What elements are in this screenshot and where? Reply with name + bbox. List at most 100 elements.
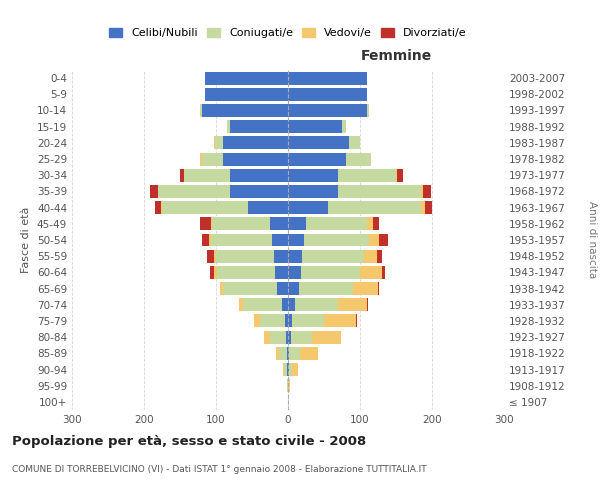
- Bar: [288, 330, 291, 344]
- Bar: [216, 250, 274, 262]
- Bar: [377, 250, 382, 262]
- Bar: [328, 201, 421, 214]
- Bar: [227, 120, 230, 133]
- Bar: [288, 104, 367, 117]
- Bar: [360, 266, 382, 279]
- Bar: [275, 266, 288, 279]
- Bar: [288, 185, 338, 198]
- Bar: [288, 379, 289, 392]
- Bar: [304, 234, 368, 246]
- Bar: [285, 314, 288, 328]
- Bar: [214, 266, 217, 279]
- Bar: [288, 282, 299, 295]
- Bar: [202, 152, 223, 166]
- Bar: [272, 234, 288, 246]
- Bar: [230, 169, 288, 181]
- Bar: [368, 234, 379, 246]
- Bar: [214, 250, 216, 262]
- Bar: [200, 104, 202, 117]
- Bar: [151, 185, 158, 198]
- Bar: [342, 120, 346, 133]
- Bar: [200, 218, 211, 230]
- Bar: [274, 250, 288, 262]
- Bar: [292, 314, 324, 328]
- Bar: [288, 298, 295, 311]
- Bar: [260, 314, 285, 328]
- Bar: [210, 266, 214, 279]
- Y-axis label: Fasce di età: Fasce di età: [22, 207, 31, 273]
- Bar: [338, 298, 367, 311]
- Legend: Celibi/Nubili, Coniugati/e, Vedovi/e, Divorziati/e: Celibi/Nubili, Coniugati/e, Vedovi/e, Di…: [109, 28, 467, 38]
- Bar: [287, 363, 288, 376]
- Bar: [215, 136, 223, 149]
- Bar: [202, 234, 209, 246]
- Bar: [212, 218, 270, 230]
- Bar: [270, 218, 288, 230]
- Bar: [155, 201, 161, 214]
- Bar: [205, 88, 288, 101]
- Bar: [287, 379, 288, 392]
- Bar: [397, 169, 403, 181]
- Bar: [180, 169, 184, 181]
- Bar: [367, 218, 373, 230]
- Bar: [248, 201, 288, 214]
- Bar: [424, 185, 431, 198]
- Bar: [162, 201, 248, 214]
- Bar: [382, 266, 385, 279]
- Bar: [288, 218, 306, 230]
- Bar: [288, 152, 346, 166]
- Bar: [346, 152, 371, 166]
- Bar: [353, 282, 378, 295]
- Bar: [292, 363, 298, 376]
- Bar: [338, 169, 396, 181]
- Bar: [288, 250, 302, 262]
- Bar: [284, 363, 287, 376]
- Bar: [254, 314, 260, 328]
- Bar: [349, 136, 360, 149]
- Bar: [288, 72, 367, 85]
- Bar: [364, 250, 377, 262]
- Bar: [300, 347, 318, 360]
- Bar: [289, 379, 290, 392]
- Bar: [288, 347, 289, 360]
- Bar: [276, 347, 280, 360]
- Bar: [367, 104, 368, 117]
- Bar: [338, 185, 421, 198]
- Bar: [282, 298, 288, 311]
- Bar: [214, 136, 215, 149]
- Bar: [161, 201, 162, 214]
- Bar: [206, 250, 214, 262]
- Bar: [288, 201, 328, 214]
- Text: Popolazione per età, sesso e stato civile - 2008: Popolazione per età, sesso e stato civil…: [12, 435, 366, 448]
- Bar: [367, 298, 368, 311]
- Bar: [356, 314, 357, 328]
- Bar: [288, 363, 289, 376]
- Text: Femmine: Femmine: [361, 49, 431, 63]
- Bar: [283, 363, 284, 376]
- Bar: [239, 298, 242, 311]
- Bar: [184, 169, 230, 181]
- Bar: [299, 282, 353, 295]
- Bar: [291, 330, 313, 344]
- Bar: [202, 104, 288, 117]
- Bar: [288, 314, 292, 328]
- Bar: [288, 169, 338, 181]
- Bar: [301, 266, 360, 279]
- Bar: [270, 330, 286, 344]
- Bar: [396, 169, 397, 181]
- Bar: [158, 185, 230, 198]
- Bar: [378, 282, 379, 295]
- Bar: [220, 282, 223, 295]
- Bar: [288, 136, 349, 149]
- Bar: [288, 234, 304, 246]
- Bar: [288, 120, 342, 133]
- Bar: [373, 218, 379, 230]
- Bar: [223, 136, 288, 149]
- Bar: [264, 330, 270, 344]
- Bar: [217, 266, 275, 279]
- Bar: [209, 234, 211, 246]
- Bar: [421, 201, 425, 214]
- Bar: [211, 218, 212, 230]
- Bar: [302, 250, 364, 262]
- Bar: [313, 330, 341, 344]
